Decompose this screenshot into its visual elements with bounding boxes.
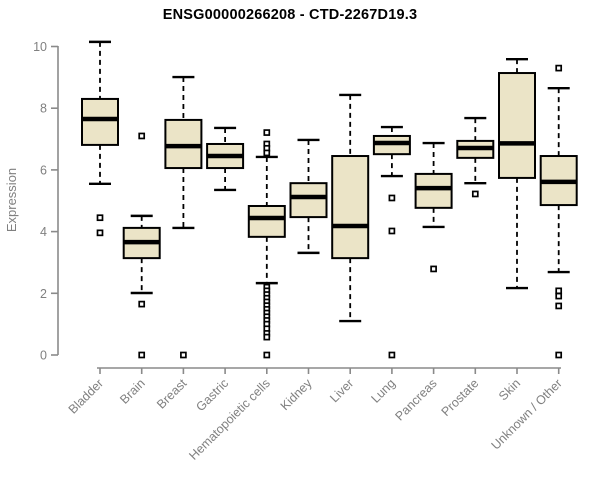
svg-text:Prostate: Prostate [439,376,482,419]
svg-text:2: 2 [40,287,47,301]
svg-text:Lung: Lung [368,376,398,406]
svg-text:Brain: Brain [117,376,148,407]
boxplot-prostate [456,116,495,198]
svg-text:4: 4 [40,225,47,239]
boxplot-unknown-other [539,64,578,359]
svg-text:8: 8 [40,102,47,116]
boxplot-pancreas [414,141,453,273]
svg-text:Bladder: Bladder [66,376,106,416]
svg-text:Breast: Breast [154,376,190,412]
boxplot-kidney [289,138,328,255]
svg-text:Skin: Skin [496,376,523,403]
svg-text:Pancreas: Pancreas [392,376,439,423]
boxplot-brain [122,132,161,359]
boxplot-skin [498,57,536,290]
boxplot-liver [331,93,370,323]
svg-text:Kidney: Kidney [278,376,315,413]
y-axis: 0 2 4 6 8 10 [33,40,59,363]
svg-text:Gastric: Gastric [193,376,231,414]
boxplot-hematopoietic-cells [247,129,286,359]
svg-text:10: 10 [33,40,47,54]
svg-text:Unknown / Other: Unknown / Other [489,376,565,452]
chart-title: ENSG00000266208 - CTD-2267D19.3 [162,7,418,23]
svg-text:6: 6 [40,163,47,177]
svg-text:Liver: Liver [327,376,356,405]
boxplot-bladder [81,40,119,237]
boxplot-lung [372,125,411,359]
svg-text:Hematopoietic cells: Hematopoietic cells [186,376,273,463]
boxplot-gastric [206,126,245,192]
boxplot-breast [164,75,203,359]
svg-text:0: 0 [40,349,47,363]
